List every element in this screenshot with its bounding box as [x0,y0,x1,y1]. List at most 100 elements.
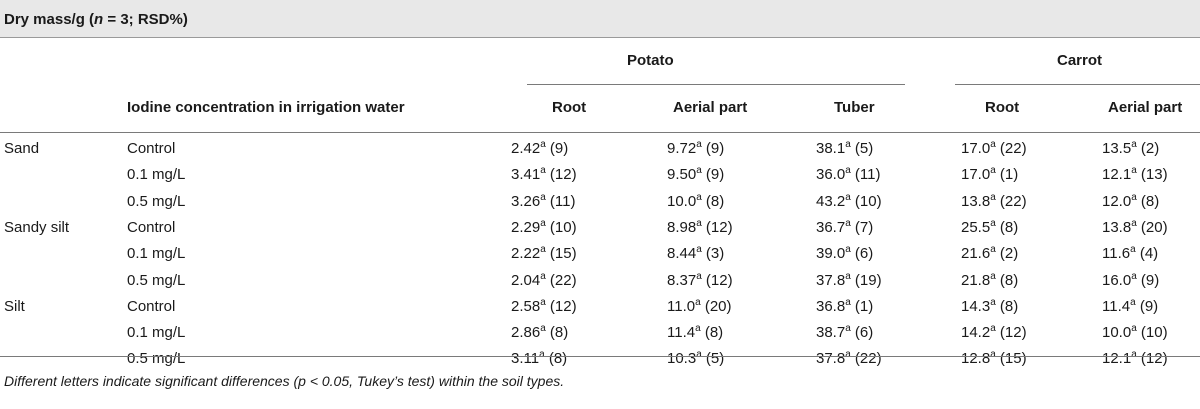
rsd-value: (8) [995,272,1019,289]
significance-letter: a [1131,139,1137,150]
carrot-aerial-part-value-cell: 11.4a (9) [1102,298,1158,316]
potato-tuber-value-cell: 37.8a (22) [816,350,882,368]
potato-tuber-value-cell: 38.7a (6) [816,324,873,342]
potato-aerial-part-value-cell: 11.4a (8) [667,324,723,342]
mean-value: 12.1 [1102,350,1132,367]
mean-value: 21.6 [961,245,991,262]
iodine-concentration-cell: 0.5 mg/L [127,193,186,210]
significance-letter: a [845,218,851,229]
rsd-value: (4) [1135,245,1159,262]
rsd-value: (8) [995,298,1019,315]
carrot-root-value-cell: 21.8a (8) [961,272,1018,290]
rsd-value: (6) [850,324,874,341]
rsd-value: (11) [545,193,576,210]
significance-letter: a [539,349,545,360]
rsd-value: (11) [850,166,881,183]
significance-letter: a [696,349,702,360]
carrot-aerial-part-value-cell: 13.5a (2) [1102,140,1159,158]
mean-value: 2.04 [511,272,541,289]
rsd-value: (8) [1136,193,1160,210]
mean-value: 2.42 [511,140,541,157]
significance-letter: a [696,271,702,282]
mean-value: 39.0 [816,245,846,262]
significance-letter: a [696,218,702,229]
potato-root-value-cell: 2.04a (22) [511,272,577,290]
rsd-value: (9) [545,140,569,157]
potato-root-value-cell: 2.29a (10) [511,219,577,237]
table-title: Dry mass/g (n = 3; RSD%) [4,11,188,29]
significance-letter: a [1131,323,1137,334]
significance-letter: a [845,192,851,203]
title-n-variable: n [94,11,104,28]
significance-letter: a [696,139,702,150]
potato-aerial-part-value-cell: 11.0a (20) [667,298,732,316]
mean-value: 10.3 [667,350,697,367]
significance-letter: a [540,297,546,308]
potato-aerial-part-value-cell: 10.3a (5) [667,350,724,368]
mean-value: 2.86 [511,324,541,341]
mean-value: 11.4 [1102,298,1131,315]
mean-value: 13.8 [961,193,991,210]
potato-aerial-part-value-cell: 8.44a (3) [667,245,724,263]
rsd-value: (8) [545,324,569,341]
table-title-bar: Dry mass/g (n = 3; RSD%) [0,0,1200,38]
carrot-group-rule [955,84,1200,85]
mean-value: 36.0 [816,166,846,183]
potato-aerial-part-value-cell: 9.50a (9) [667,166,724,184]
soil-type-cell: Silt [4,298,25,315]
significance-letter: a [845,271,851,282]
iodine-concentration-cell: 0.1 mg/L [127,324,186,341]
soil-type-cell: Sandy silt [4,219,70,236]
rsd-value: (7) [850,219,874,236]
potato-tuber-value-cell: 37.8a (19) [816,272,882,290]
rsd-value: (20) [1136,219,1168,236]
mean-value: 11.4 [667,324,696,341]
mean-value: 36.8 [816,298,846,315]
significance-letter: a [845,244,851,255]
rsd-value: (15) [995,350,1027,367]
potato-root-value-cell: 3.11a (8) [511,350,567,368]
mean-value: 38.7 [816,324,846,341]
rsd-value: (19) [850,272,882,289]
rsd-value: (12) [701,219,733,236]
carrot-root-value-cell: 17.0a (1) [961,166,1018,184]
significance-letter: a [990,192,996,203]
mean-value: 37.8 [816,350,846,367]
rsd-value: (5) [850,140,874,157]
rsd-value: (9) [1135,298,1159,315]
header-group-potato: Potato [627,52,674,69]
carrot-aerial-part-value-cell: 12.1a (12) [1102,350,1168,368]
potato-tuber-value-cell: 36.0a (11) [816,166,881,184]
significance-letter: a [695,323,701,334]
rsd-value: (9) [1136,272,1160,289]
rsd-value: (10) [545,219,577,236]
significance-letter: a [845,323,851,334]
significance-letter: a [695,297,701,308]
rsd-value: (12) [545,298,577,315]
rsd-value: (6) [850,245,874,262]
iodine-concentration-cell: 0.1 mg/L [127,245,186,262]
potato-root-value-cell: 3.26a (11) [511,193,576,211]
significance-letter: a [540,165,546,176]
rsd-value: (2) [995,245,1019,262]
mean-value: 17.0 [961,166,991,183]
significance-letter: a [540,218,546,229]
significance-letter: a [845,349,851,360]
mean-value: 3.11 [511,350,540,367]
rsd-value: (3) [701,245,725,262]
potato-aerial-part-value-cell: 8.98a (12) [667,219,733,237]
rsd-value: (1) [850,298,874,315]
header-bottom-rule [0,132,1200,133]
carrot-aerial-part-value-cell: 16.0a (9) [1102,272,1159,290]
mean-value: 3.26 [511,193,541,210]
header-potato-tuber: Tuber [834,99,875,116]
carrot-aerial-part-value-cell: 12.1a (13) [1102,166,1168,184]
table-footnote: Different letters indicate significant d… [4,373,565,389]
carrot-root-value-cell: 17.0a (22) [961,140,1027,158]
carrot-root-value-cell: 14.2a (12) [961,324,1027,342]
significance-letter: a [540,271,546,282]
rsd-value: (20) [700,298,732,315]
mean-value: 8.98 [667,219,697,236]
rsd-value: (10) [1136,324,1168,341]
carrot-root-value-cell: 14.3a (8) [961,298,1018,316]
